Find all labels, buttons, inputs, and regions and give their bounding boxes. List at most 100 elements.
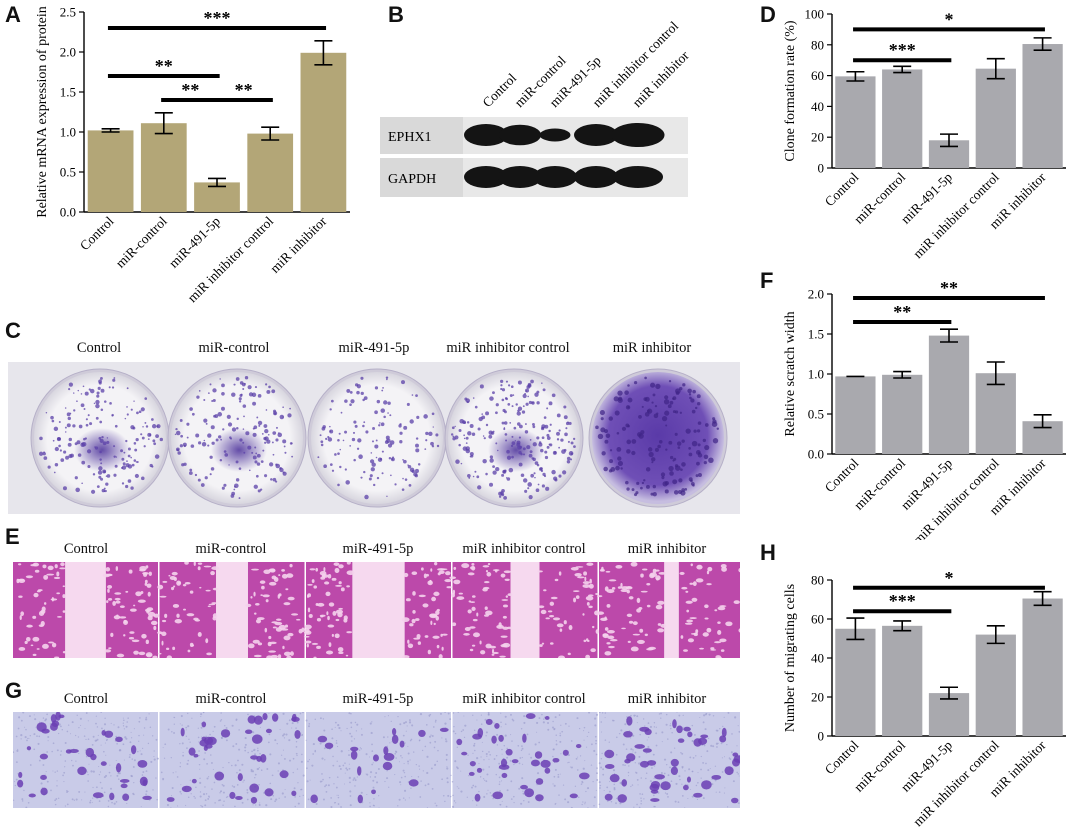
transwell-pore bbox=[727, 712, 730, 714]
transwell-pore bbox=[181, 724, 183, 726]
transwell-pore bbox=[283, 733, 286, 736]
transwell-pore bbox=[500, 780, 503, 782]
scratch-cell-texture bbox=[184, 562, 189, 565]
colony-dot bbox=[563, 448, 567, 452]
transwell-pore bbox=[348, 776, 351, 779]
transwell-pore bbox=[47, 735, 50, 738]
colony-dot bbox=[62, 486, 67, 491]
colony-dot bbox=[509, 394, 513, 397]
colony-dot bbox=[616, 431, 620, 435]
scratch-cell-texture bbox=[604, 586, 609, 592]
transwell-pore bbox=[588, 731, 590, 734]
colony-dot bbox=[374, 386, 379, 390]
scratch-cell-texture bbox=[324, 581, 330, 585]
migrated-cell bbox=[534, 751, 543, 759]
scratch-cell-texture bbox=[250, 595, 253, 599]
scratch-cell-texture bbox=[692, 581, 697, 587]
colony-dot bbox=[175, 430, 181, 436]
colony-dot bbox=[688, 447, 691, 450]
colony-dot bbox=[218, 435, 222, 439]
chart-h-ytick-label: 80 bbox=[811, 573, 824, 588]
colony-dot bbox=[511, 435, 514, 438]
transwell-pore bbox=[219, 720, 222, 722]
transwell-pore bbox=[209, 733, 211, 736]
colony-dot bbox=[85, 418, 88, 421]
transwell-pore bbox=[300, 760, 303, 763]
chart-f-category-label: Control bbox=[822, 455, 862, 495]
colony-dot bbox=[394, 483, 397, 486]
colony-dot bbox=[375, 456, 378, 459]
chart-a-ytick-label: 2.0 bbox=[60, 45, 76, 60]
colony-dot bbox=[245, 431, 250, 436]
colony-dot bbox=[238, 397, 242, 401]
transwell-pore bbox=[123, 728, 125, 730]
scratch-cell-texture bbox=[18, 578, 26, 583]
transwell-pore bbox=[314, 718, 317, 721]
transwell-pore bbox=[649, 725, 652, 729]
transwell-pore bbox=[197, 727, 199, 729]
panel-label-b: B bbox=[388, 2, 404, 27]
transwell-pore bbox=[234, 805, 236, 808]
transwell-pore bbox=[595, 753, 598, 756]
transwell-pore bbox=[547, 728, 550, 731]
transwell-pore bbox=[600, 721, 603, 723]
colony-dot bbox=[517, 380, 522, 385]
colony-dot bbox=[68, 382, 74, 387]
transwell-pore bbox=[371, 721, 373, 723]
colony-dot bbox=[284, 451, 287, 454]
migrated-cell bbox=[250, 796, 258, 804]
colony-dot bbox=[151, 418, 154, 421]
scratch-cell-texture bbox=[588, 583, 594, 589]
transwell-pore bbox=[259, 802, 261, 804]
panel-label-a: A bbox=[5, 2, 21, 27]
colony-dot bbox=[636, 481, 640, 485]
transwell-pore bbox=[186, 747, 188, 749]
colony-dot bbox=[492, 470, 497, 475]
transwell-pore bbox=[484, 779, 486, 781]
colony-dot bbox=[256, 462, 261, 466]
transwell-pore bbox=[478, 762, 480, 765]
colony-dot bbox=[529, 450, 533, 454]
scratch-cell-texture bbox=[56, 571, 60, 577]
colony-dot bbox=[135, 461, 138, 463]
transwell-pore bbox=[567, 762, 569, 764]
colony-dot bbox=[383, 400, 388, 405]
colony-dot bbox=[489, 396, 494, 401]
colony-dot bbox=[275, 463, 281, 469]
colony-dot bbox=[279, 467, 284, 473]
scratch-cell-texture bbox=[606, 642, 611, 645]
transwell-pore bbox=[47, 740, 49, 742]
colony-dot bbox=[99, 420, 103, 424]
transwell-pore bbox=[185, 726, 188, 729]
transwell-pore bbox=[123, 759, 125, 761]
colony-dot bbox=[252, 432, 257, 437]
scratch-cell-texture bbox=[545, 617, 550, 620]
scratch-cell-texture bbox=[62, 610, 66, 613]
scratch-cell-sheet bbox=[678, 562, 740, 658]
transwell-pore bbox=[472, 714, 474, 716]
transwell-pore bbox=[288, 739, 291, 742]
scratch-cell-texture bbox=[446, 586, 452, 589]
colony-dot bbox=[644, 396, 650, 402]
transwell-pore bbox=[418, 768, 421, 770]
transwell-pore bbox=[506, 747, 509, 750]
transwell-pore bbox=[336, 776, 339, 778]
transwell-pore bbox=[321, 780, 323, 782]
transwell-pore bbox=[164, 743, 167, 746]
colony-dot bbox=[495, 411, 498, 415]
transwell-pore bbox=[400, 754, 402, 757]
scratch-cell-texture bbox=[271, 575, 277, 580]
transwell-pore bbox=[642, 718, 645, 720]
colony-dot bbox=[264, 429, 269, 434]
transwell-pore bbox=[95, 786, 98, 789]
transwell-pore bbox=[366, 773, 369, 776]
colony-dot bbox=[210, 425, 215, 430]
transwell-pore bbox=[647, 745, 650, 749]
scratch-cell-texture bbox=[172, 646, 176, 651]
blot-band-ephx1 bbox=[574, 124, 618, 146]
transwell-pore bbox=[681, 752, 684, 755]
colony-dot bbox=[657, 444, 661, 449]
scratch-cell-texture bbox=[498, 622, 502, 628]
colony-dot bbox=[435, 433, 439, 437]
transwell-pore bbox=[242, 781, 244, 783]
